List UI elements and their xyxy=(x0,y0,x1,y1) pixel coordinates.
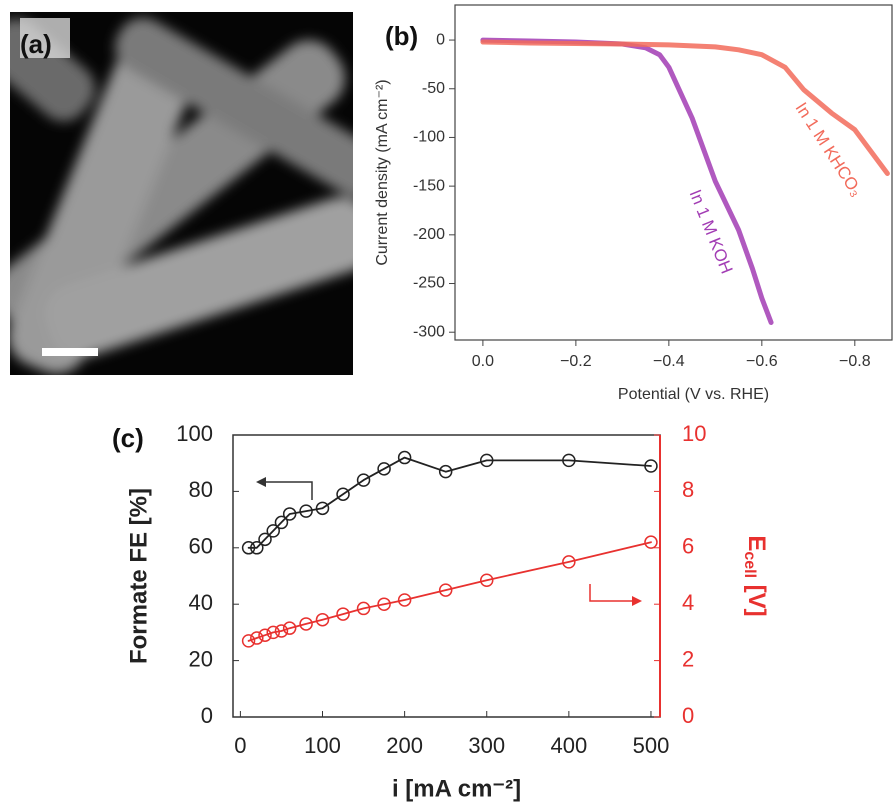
data-point xyxy=(356,601,371,616)
data-point xyxy=(274,624,289,638)
data-point xyxy=(377,462,391,476)
x-tick-label: 400 xyxy=(550,733,587,758)
micrograph xyxy=(10,12,353,375)
y2-tick-label: 10 xyxy=(682,421,706,446)
y-tick-label: -150 xyxy=(413,177,445,194)
y2-axis-label-part: [V] xyxy=(743,578,770,617)
y-tick-label: -300 xyxy=(413,323,445,340)
x-tick-label: 300 xyxy=(468,733,505,758)
y-axis-label: Current density (mA cm⁻²) xyxy=(374,79,391,265)
y2-tick-label: 6 xyxy=(682,534,694,559)
data-point xyxy=(562,453,576,468)
data-point xyxy=(315,501,330,516)
data-point xyxy=(397,450,412,465)
data-point xyxy=(377,597,391,611)
y-tick-label: -200 xyxy=(413,226,445,243)
data-point xyxy=(336,487,350,501)
y2-tick-label: 8 xyxy=(682,477,694,502)
y2-tick-label: 0 xyxy=(682,703,694,728)
x-tick-label: −0.4 xyxy=(653,353,685,370)
series-label: In 1 M KOH xyxy=(685,187,736,276)
data-point xyxy=(299,617,313,631)
x-axis-label: Potential (V vs. RHE) xyxy=(618,386,769,403)
x-tick-label: 500 xyxy=(633,733,670,758)
data-point xyxy=(282,621,297,635)
x-tick-label: −0.2 xyxy=(560,353,592,370)
data-point xyxy=(241,541,256,555)
data-point xyxy=(315,612,330,627)
data-point xyxy=(282,507,297,521)
x-tick-label: 200 xyxy=(386,733,423,758)
data-point xyxy=(397,593,412,607)
x-axis-label: i [mA cm⁻²] xyxy=(392,775,521,802)
panel-label: (a) xyxy=(20,29,52,59)
y-tick-label: 100 xyxy=(176,421,213,446)
series-line xyxy=(480,37,774,325)
data-point xyxy=(266,625,280,640)
panel-label: (b) xyxy=(385,21,418,51)
data-point xyxy=(479,573,494,587)
series-line xyxy=(480,39,890,176)
y2-tick-label: 2 xyxy=(682,646,694,671)
data-point xyxy=(356,473,371,487)
data-point xyxy=(258,532,272,547)
y-tick-label: -50 xyxy=(422,80,445,97)
data-point xyxy=(250,631,264,645)
data-point xyxy=(258,628,272,642)
data-point xyxy=(479,453,494,468)
arrow-head xyxy=(256,477,266,487)
y-tick-label: 80 xyxy=(189,477,213,502)
data-point xyxy=(644,535,658,549)
data-point xyxy=(336,607,350,621)
data-point xyxy=(562,555,576,569)
panel-label: (c) xyxy=(112,423,144,453)
y-tick-label: -250 xyxy=(413,275,445,292)
data-point xyxy=(250,541,264,555)
data-point xyxy=(241,634,256,648)
data-point xyxy=(299,504,313,518)
y-tick-label: -100 xyxy=(413,129,445,146)
annotation-arrow xyxy=(262,481,313,500)
y-tick-label: 0 xyxy=(201,703,213,728)
x-tick-label: −0.6 xyxy=(746,353,778,370)
x-tick-label: 0 xyxy=(234,733,246,758)
series-line xyxy=(247,541,652,642)
y-tick-label: 60 xyxy=(189,534,213,559)
y-tick-label: 40 xyxy=(189,590,213,615)
annotation-arrow xyxy=(589,584,636,602)
plot-frame xyxy=(454,4,893,341)
data-point xyxy=(266,524,280,538)
y-tick-label: 20 xyxy=(189,646,213,671)
x-tick-label: 100 xyxy=(304,733,341,758)
data-point xyxy=(274,515,289,530)
series-line xyxy=(247,456,652,549)
data-point xyxy=(644,459,658,473)
data-point xyxy=(438,464,453,479)
arrow-head xyxy=(632,596,642,606)
series-label: In 1 M KHCO₃ xyxy=(791,99,866,200)
y-axis-label: Formate FE [%] xyxy=(125,488,152,664)
y2-tick-label: 4 xyxy=(682,590,694,615)
y2-axis-label: Ecell [V] xyxy=(741,535,770,616)
y-tick-label: 0 xyxy=(436,31,445,48)
x-tick-label: −0.8 xyxy=(839,353,871,370)
x-tick-label: 0.0 xyxy=(472,353,494,370)
y2-axis-label-part: E xyxy=(743,535,770,551)
y2-axis-label-part: cell xyxy=(741,551,758,578)
data-point xyxy=(438,583,453,597)
